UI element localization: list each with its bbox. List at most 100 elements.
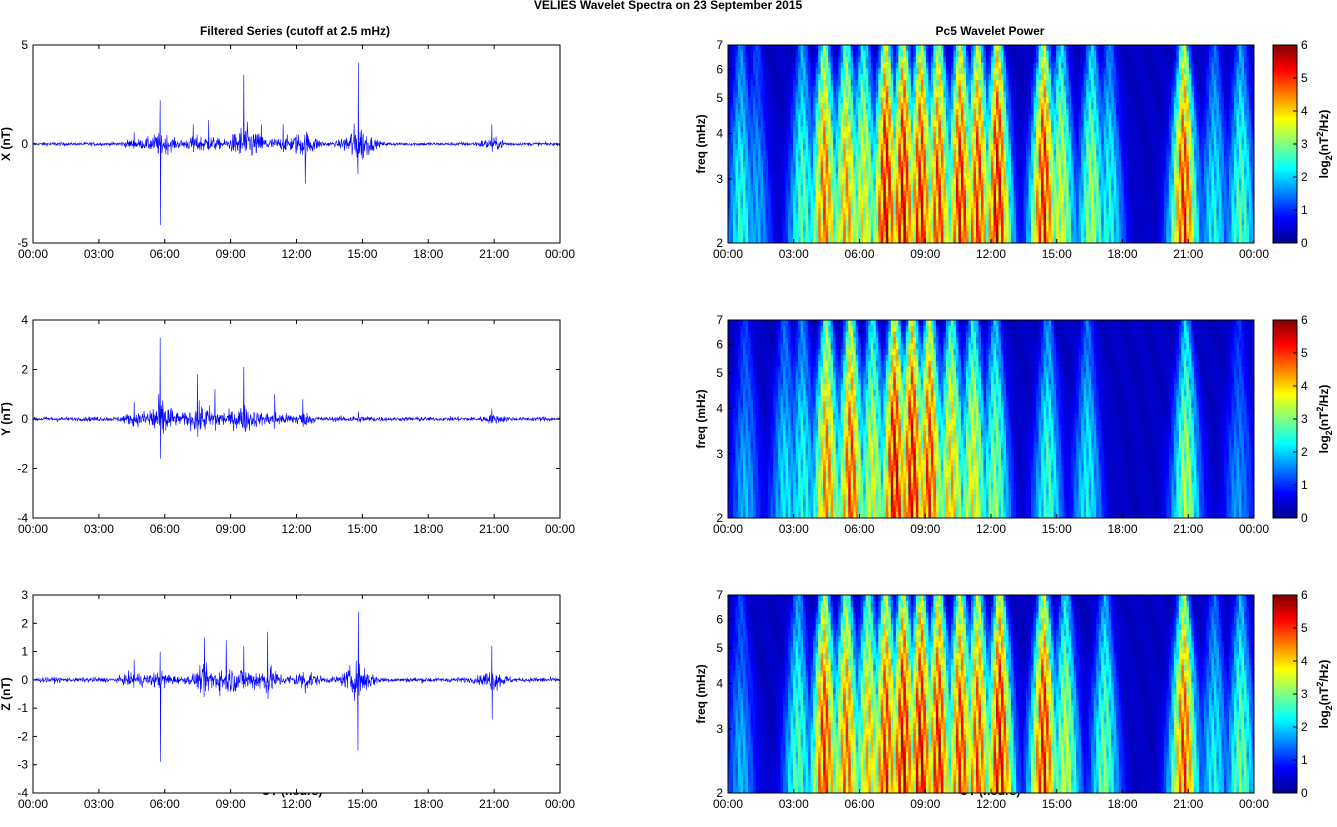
y-axis-label: Y (nT) (0, 402, 13, 436)
heatmap-cells (728, 320, 1254, 518)
y-tick-label: 2 (21, 363, 28, 377)
x-tick-label: 00:00 (545, 522, 575, 536)
colorbar-tick-label: 0 (1301, 786, 1308, 800)
plot-background (33, 595, 560, 793)
y-tick-label: 5 (716, 91, 723, 105)
colorbar-tick-label: 6 (1301, 313, 1308, 327)
colorbar-tick-label: 0 (1301, 236, 1308, 250)
x-tick-label: 03:00 (779, 522, 809, 536)
y-tick-label: -2 (17, 462, 28, 476)
x-tick-label: 15:00 (1042, 522, 1072, 536)
x-tick-label: 18:00 (413, 797, 443, 811)
y-tick-label: 7 (716, 588, 723, 602)
x-tick-label: 21:00 (1173, 247, 1203, 261)
x-tick-label: 06:00 (150, 522, 180, 536)
colorbar-tick-label: 4 (1301, 104, 1308, 118)
x-tick-label: 03:00 (779, 247, 809, 261)
x-tick-label: 03:00 (84, 522, 114, 536)
x-tick-label: 21:00 (479, 247, 509, 261)
y-tick-label: 5 (21, 38, 28, 52)
x-tick-label: 15:00 (347, 522, 377, 536)
y-tick-label: 2 (716, 511, 723, 525)
y-tick-label: 2 (716, 236, 723, 250)
colorbar-tick-label: 4 (1301, 654, 1308, 668)
colorbar-tick-label: 2 (1301, 445, 1308, 459)
filtered-series-panel-z: 00:00 03:00 06:00 09:00 12:00 15:00 18:00 21:00… (0, 588, 575, 811)
y-tick-label: 3 (716, 722, 723, 736)
y-tick-label: 0 (21, 673, 28, 687)
y-tick-label: 3 (21, 588, 28, 602)
x-tick-label: 18:00 (1107, 247, 1137, 261)
wavelet-figure: VELIES Wavelet Spectra on 23 September 2… (0, 0, 1337, 827)
wavelet-power-panel-z: 00:00 03:00 06:00 09:00 12:00 15:00 18:00 21:00… (694, 588, 1334, 811)
x-tick-label: 21:00 (479, 522, 509, 536)
x-tick-label: 06:00 (844, 522, 874, 536)
colorbar-tick-label: 3 (1301, 137, 1308, 151)
y-tick-label: 4 (716, 676, 723, 690)
colorbar-tick-label: 5 (1301, 621, 1308, 635)
y-tick-label: 5 (716, 641, 723, 655)
x-tick-label: 03:00 (84, 797, 114, 811)
y-axis-label: Z (nT) (0, 677, 13, 710)
colorbar-tick-label: 4 (1301, 379, 1308, 393)
colorbar-tick-label: 0 (1301, 511, 1308, 525)
colorbar-tick-label: 1 (1301, 478, 1308, 492)
y-tick-label: -4 (17, 786, 28, 800)
x-tick-label: 00:00 (545, 797, 575, 811)
colorbar-tick-label: 6 (1301, 588, 1308, 602)
x-tick-label: 00:00 (1239, 247, 1269, 261)
colorbar-tick-label: 2 (1301, 170, 1308, 184)
y-tick-label: 1 (21, 645, 28, 659)
x-tick-label: 21:00 (1173, 522, 1203, 536)
figure-title: VELIES Wavelet Spectra on 23 September 2… (534, 0, 803, 12)
x-tick-label: 18:00 (1107, 522, 1137, 536)
x-tick-label: 15:00 (1042, 797, 1072, 811)
x-tick-label: 00:00 (545, 247, 575, 261)
y-tick-label: 4 (716, 401, 723, 415)
colorbar-tick-label: 5 (1301, 346, 1308, 360)
y-tick-label: 7 (716, 38, 723, 52)
y-tick-label: 5 (716, 366, 723, 380)
x-tick-label: 00:00 (1239, 797, 1269, 811)
x-tick-label: 09:00 (216, 247, 246, 261)
y-tick-label: 7 (716, 313, 723, 327)
x-tick-label: 12:00 (281, 522, 311, 536)
y-tick-label: 2 (716, 786, 723, 800)
x-tick-label: 09:00 (910, 247, 940, 261)
colorbar: 6 5 4 3 2 1 0 log2(nT2/Hz) (1273, 588, 1334, 800)
filtered-series-panel-x: 00:00 03:00 06:00 09:00 12:00 15:00 18:00 21:00… (0, 38, 575, 261)
colorbar-tick-label: 6 (1301, 38, 1308, 52)
x-tick-label: 00:00 (1239, 522, 1269, 536)
y-axis-label: freq (mHz) (694, 664, 708, 723)
x-tick-label: 18:00 (413, 247, 443, 261)
x-tick-label: 18:00 (413, 522, 443, 536)
y-tick-label: 6 (716, 337, 723, 351)
x-tick-label: 21:00 (479, 797, 509, 811)
y-axis-label: freq (mHz) (694, 114, 708, 173)
x-tick-label: 06:00 (844, 247, 874, 261)
x-tick-label: 15:00 (1042, 247, 1072, 261)
x-tick-label: 21:00 (1173, 797, 1203, 811)
y-tick-label: -1 (17, 701, 28, 715)
colorbar-label: log2(nT2/Hz) (1315, 660, 1334, 729)
y-axis-label: X (nT) (0, 127, 13, 161)
colorbar-tick-label: 3 (1301, 412, 1308, 426)
x-tick-label: 09:00 (910, 522, 940, 536)
wavelet-power-panel-y: 00:00 03:00 06:00 09:00 12:00 15:00 18:00 21:00… (694, 313, 1334, 536)
x-tick-label: 12:00 (976, 522, 1006, 536)
x-tick-label: 12:00 (976, 797, 1006, 811)
colorbar-tick-label: 1 (1301, 753, 1308, 767)
x-tick-label: 09:00 (910, 797, 940, 811)
y-tick-label: 6 (716, 612, 723, 626)
y-tick-label: 6 (716, 62, 723, 76)
filtered-series-panel-y: 00:00 03:00 06:00 09:00 12:00 15:00 18:00 21:00… (0, 313, 575, 536)
x-tick-label: 12:00 (281, 247, 311, 261)
x-tick-label: 15:00 (347, 797, 377, 811)
y-tick-label: -5 (17, 236, 28, 250)
heatmap-cells (728, 595, 1254, 793)
colorbar-tick-label: 3 (1301, 687, 1308, 701)
colorbar-tick-label: 2 (1301, 720, 1308, 734)
left-column-title: Filtered Series (cutoff at 2.5 mHz) (200, 24, 390, 38)
y-axis-label: freq (mHz) (694, 389, 708, 448)
